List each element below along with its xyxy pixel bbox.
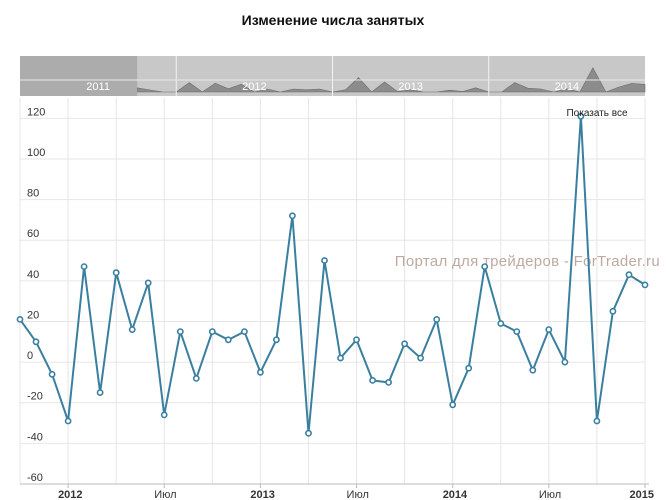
time-navigator[interactable]: 2011 2012 2013 2014: [20, 56, 646, 96]
y-tick-label: -40: [27, 431, 43, 443]
data-point-marker[interactable]: [160, 411, 168, 419]
x-tick-label: Июл: [347, 489, 369, 500]
x-tick-label: Июл: [154, 489, 176, 500]
x-tick-label: 2015: [630, 489, 654, 500]
data-point-marker[interactable]: [337, 354, 344, 362]
data-point-marker[interactable]: [401, 340, 408, 348]
data-point-marker[interactable]: [593, 417, 601, 425]
data-point-marker[interactable]: [545, 326, 553, 333]
data-point-marker[interactable]: [465, 364, 473, 372]
series-line: [19, 115, 646, 435]
data-point-marker[interactable]: [96, 389, 104, 396]
data-series: [16, 112, 649, 437]
y-tick-label: 60: [27, 228, 39, 240]
y-tick-label: 100: [27, 147, 45, 159]
data-point-marker[interactable]: [192, 374, 200, 382]
data-point-marker[interactable]: [433, 315, 441, 323]
data-point-marker[interactable]: [272, 336, 280, 344]
x-tick-label: 2014: [443, 489, 468, 500]
chart-title: Изменение числа занятых: [241, 12, 425, 28]
y-tick-label: 80: [27, 188, 39, 200]
data-point-marker[interactable]: [641, 281, 649, 289]
data-point-marker[interactable]: [609, 307, 617, 315]
navigator-unselected-mask[interactable]: [20, 56, 138, 96]
x-tick-label: 2013: [250, 489, 274, 500]
navigator-year-label: 2012: [242, 81, 266, 93]
data-point-marker[interactable]: [305, 429, 312, 437]
data-point-marker[interactable]: [224, 336, 232, 344]
data-point-marker[interactable]: [513, 328, 521, 335]
navigator-year-label: 2014: [555, 81, 579, 93]
data-point-marker[interactable]: [16, 315, 24, 323]
navigator-year-label: 2013: [398, 81, 422, 93]
data-point-marker[interactable]: [321, 257, 328, 264]
y-tick-label: -60: [27, 472, 43, 484]
data-point-marker[interactable]: [481, 263, 489, 270]
y-tick-label: 20: [27, 309, 39, 321]
watermark-text: Портал для трейдеров - ForTrader.ru: [395, 253, 660, 270]
data-point-marker[interactable]: [529, 366, 537, 374]
x-tick-label: 2012: [58, 489, 82, 500]
navigator-year-label: 2011: [86, 81, 110, 93]
data-point-marker[interactable]: [625, 271, 633, 279]
y-tick-label: 0: [27, 350, 33, 362]
data-point-marker[interactable]: [417, 354, 424, 362]
data-point-marker[interactable]: [208, 328, 216, 335]
data-point-marker[interactable]: [240, 328, 248, 335]
data-point-marker[interactable]: [128, 326, 136, 333]
data-point-marker[interactable]: [176, 328, 184, 335]
data-point-marker[interactable]: [561, 358, 569, 366]
data-point-marker[interactable]: [48, 370, 56, 378]
data-point-marker[interactable]: [449, 401, 457, 409]
data-point-marker[interactable]: [80, 263, 88, 270]
y-tick-label: -20: [27, 391, 43, 403]
data-point-marker[interactable]: [577, 112, 585, 120]
data-point-marker[interactable]: [256, 368, 264, 376]
data-point-marker[interactable]: [385, 378, 392, 386]
y-tick-label: 40: [27, 269, 39, 281]
navigator-series-area: [136, 67, 646, 93]
data-point-marker[interactable]: [112, 269, 120, 277]
data-point-marker[interactable]: [32, 338, 40, 346]
data-point-marker[interactable]: [353, 336, 360, 344]
data-point-marker[interactable]: [497, 320, 505, 327]
data-point-marker[interactable]: [144, 279, 152, 287]
x-tick-label: Июл: [539, 489, 561, 500]
show-all-button[interactable]: Показать все: [566, 108, 627, 119]
data-point-marker[interactable]: [288, 212, 296, 220]
data-point-marker[interactable]: [64, 417, 72, 425]
chart-axes: -60 -40 -20 0 20 40 60 80 100 120 2012 Июл 2013 Июл 20…: [20, 106, 654, 500]
y-tick-label: 120: [27, 106, 45, 118]
data-point-marker[interactable]: [369, 376, 376, 384]
